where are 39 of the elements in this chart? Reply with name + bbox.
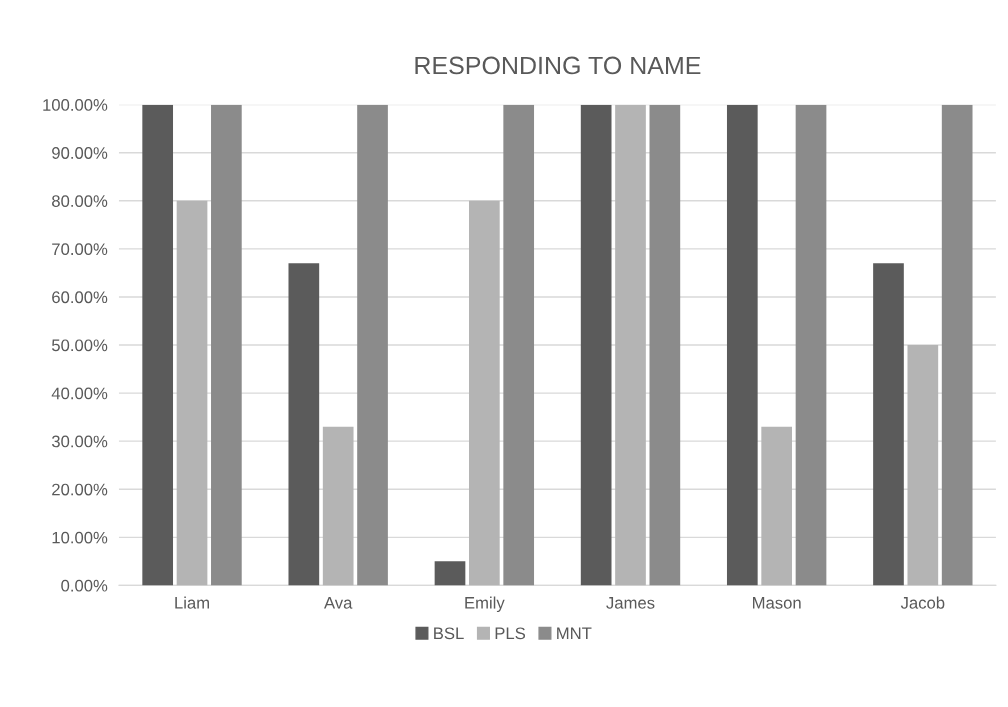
bar [795,104,827,586]
legend-label: MNT [557,627,592,640]
bar [142,104,174,586]
legend-label: BSL [434,627,464,640]
bar [941,104,973,586]
bar [503,104,535,586]
bar [615,104,646,586]
y-tick-label: 70.00% [52,243,108,256]
bar [434,561,466,586]
legend-label: PLS [495,627,526,640]
x-tick-label: Ava [324,597,353,609]
x-tick-label: James [606,597,655,609]
bar [761,426,793,586]
bar [469,200,500,586]
y-tick-label: 30.00% [51,435,108,448]
x-tick-label: Mason [753,597,801,609]
y-tick-label: 0.00% [61,579,108,592]
y-tick-label: 10.00% [52,531,108,544]
y-tick-label: 90.00% [52,147,108,159]
bar [176,200,208,586]
bar [726,104,758,586]
y-tick-label: 50.00% [51,339,108,352]
bar [322,426,354,586]
x-tick-label: Jacob [900,596,945,609]
y-tick-label: 100.00% [43,99,108,111]
bar [580,104,612,586]
bar [288,263,320,586]
y-tick-label: 60.00% [52,291,108,304]
bar [873,263,904,586]
bar [649,104,681,586]
y-tick-label: 80.00% [52,195,108,207]
bar [211,104,242,586]
x-tick-label: Emily [465,596,505,613]
y-tick-label: 20.00% [52,483,108,496]
bar [907,345,939,586]
y-tick-label: 40.00% [51,387,108,400]
x-tick-label: Liam [175,596,209,609]
chart-title: RESPONDING TO NAME [415,56,701,75]
bar [357,104,388,586]
